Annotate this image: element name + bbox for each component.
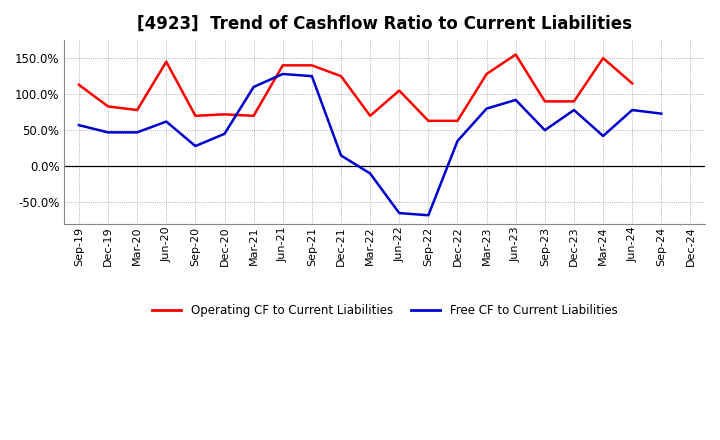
Legend: Operating CF to Current Liabilities, Free CF to Current Liabilities: Operating CF to Current Liabilities, Fre… bbox=[147, 300, 622, 322]
Title: [4923]  Trend of Cashflow Ratio to Current Liabilities: [4923] Trend of Cashflow Ratio to Curren… bbox=[138, 15, 632, 33]
